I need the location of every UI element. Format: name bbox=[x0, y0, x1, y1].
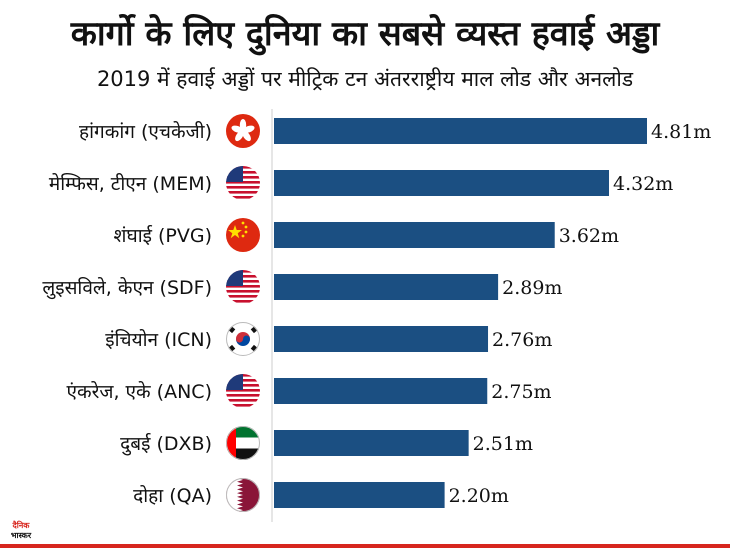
dainik-bhaskar-logo: दैनिक भास्कर bbox=[2, 521, 40, 545]
uae-flag-icon bbox=[226, 426, 260, 460]
qatar-flag-icon bbox=[226, 478, 260, 512]
bar bbox=[274, 118, 647, 144]
logo-line-2: भास्कर bbox=[10, 531, 32, 540]
value-label: 4.32m bbox=[613, 173, 673, 195]
category-label: एंकरेज, एके (ANC) bbox=[67, 380, 213, 403]
logo-line-1: दैनिक bbox=[12, 521, 30, 530]
category-label: लुइसविले, केएन (SDF) bbox=[42, 276, 212, 300]
south-korea-flag-icon bbox=[226, 322, 260, 356]
category-label: हांगकांग (एचकेजी) bbox=[79, 120, 212, 143]
bar bbox=[274, 430, 469, 456]
bar bbox=[274, 170, 610, 196]
hong-kong-flag-icon bbox=[226, 114, 260, 148]
bar bbox=[274, 378, 488, 404]
bar bbox=[274, 482, 445, 508]
value-label: 2.76m bbox=[492, 329, 552, 351]
category-label: शंघाई (PVG) bbox=[114, 224, 212, 247]
chart-subtitle: 2019 में हवाई अड्डों पर मीट्रिक टन अंतरर… bbox=[96, 67, 634, 91]
value-label: 3.62m bbox=[559, 225, 619, 247]
category-label: दोहा (QA) bbox=[133, 484, 212, 507]
usa-flag-icon bbox=[226, 270, 260, 304]
value-label: 4.81m bbox=[651, 121, 711, 143]
china-flag-icon bbox=[226, 218, 260, 252]
value-label: 2.51m bbox=[473, 433, 533, 455]
value-label: 2.89m bbox=[502, 277, 562, 299]
value-label: 2.75m bbox=[491, 381, 551, 403]
bottom-rule bbox=[0, 544, 730, 548]
category-label: मेम्फिस, टीएन (MEM) bbox=[49, 172, 212, 195]
usa-flag-icon bbox=[226, 374, 260, 408]
bar bbox=[274, 222, 555, 248]
value-label: 2.20m bbox=[449, 485, 509, 507]
category-label: दुबई (DXB) bbox=[120, 432, 212, 456]
usa-flag-icon bbox=[226, 166, 260, 200]
bar bbox=[274, 326, 489, 352]
chart-title: कार्गो के लिए दुनिया का सबसे व्यस्त हवाई… bbox=[70, 14, 660, 54]
bar bbox=[274, 274, 499, 300]
category-label: इंचियोन (ICN) bbox=[105, 328, 212, 351]
